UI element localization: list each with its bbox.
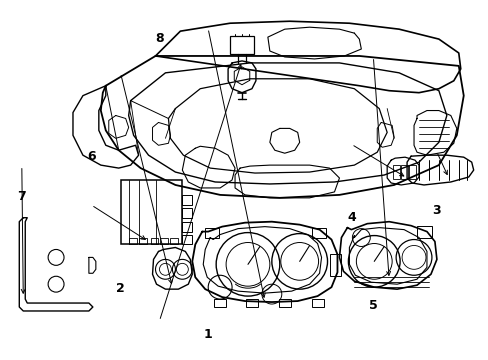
Bar xyxy=(138,238,146,244)
Bar xyxy=(182,222,192,231)
Text: 1: 1 xyxy=(203,328,212,341)
Bar xyxy=(329,255,341,276)
Bar xyxy=(170,238,178,244)
Bar xyxy=(121,180,182,244)
Text: 4: 4 xyxy=(346,211,355,224)
Bar xyxy=(230,36,253,54)
Bar xyxy=(160,238,168,244)
Bar xyxy=(150,238,158,244)
Text: 2: 2 xyxy=(116,283,124,296)
Text: 7: 7 xyxy=(18,190,26,203)
Bar xyxy=(311,228,325,238)
Bar xyxy=(392,165,399,179)
Bar xyxy=(311,299,323,307)
Bar xyxy=(278,299,290,307)
Bar xyxy=(214,299,225,307)
Text: 8: 8 xyxy=(155,32,163,45)
Bar xyxy=(400,165,407,179)
Text: 3: 3 xyxy=(431,204,440,217)
Text: 5: 5 xyxy=(368,299,377,312)
Bar xyxy=(182,208,192,218)
Text: 6: 6 xyxy=(87,150,96,163)
Bar xyxy=(408,165,415,179)
Bar xyxy=(128,238,136,244)
Bar xyxy=(205,228,219,238)
Bar xyxy=(182,235,192,244)
Bar xyxy=(416,226,431,238)
Bar xyxy=(245,299,257,307)
Bar xyxy=(182,195,192,205)
